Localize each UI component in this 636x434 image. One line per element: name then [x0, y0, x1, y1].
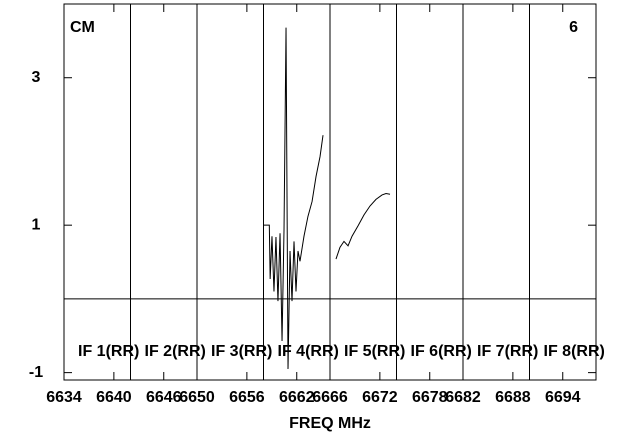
y-tick-label: 1 — [32, 216, 41, 233]
band-label: IF 6(RR) — [411, 343, 472, 360]
band-label: IF 2(RR) — [145, 343, 206, 360]
x-tick-label: 6688 — [495, 389, 531, 406]
x-tick-label: 6650 — [179, 389, 215, 406]
chart-title: CM — [70, 19, 95, 36]
x-tick-label: 6694 — [545, 389, 581, 406]
x-axis-label: FREQ MHz — [289, 415, 371, 432]
band-label: IF 5(RR) — [344, 343, 405, 360]
x-tick-label: 6666 — [312, 389, 348, 406]
x-tick-label: 6672 — [362, 389, 398, 406]
band-label: IF 7(RR) — [477, 343, 538, 360]
x-tick-label: 6662 — [279, 389, 315, 406]
data-line — [263, 27, 391, 369]
panel-label: 6 — [569, 19, 578, 36]
band-label: IF 3(RR) — [211, 343, 272, 360]
x-tick-label: 6678 — [412, 389, 448, 406]
y-tick-label: -1 — [29, 364, 43, 381]
band-label: IF 8(RR) — [544, 343, 605, 360]
band-label: IF 1(RR) — [78, 343, 139, 360]
x-tick-label: 6646 — [146, 389, 182, 406]
x-tick-label: 6682 — [445, 389, 481, 406]
band-label: IF 4(RR) — [278, 343, 339, 360]
x-tick-label: 6656 — [229, 389, 265, 406]
y-tick-label: 3 — [32, 69, 41, 86]
x-tick-label: 6640 — [96, 389, 132, 406]
x-tick-label: 6634 — [46, 389, 82, 406]
